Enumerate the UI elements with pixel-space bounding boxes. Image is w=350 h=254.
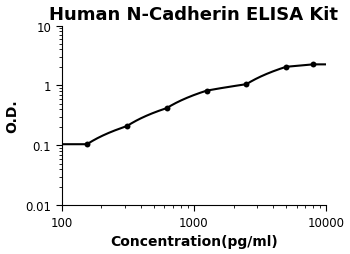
Point <box>164 107 169 111</box>
Point <box>244 83 249 87</box>
Point <box>204 89 209 93</box>
Point <box>310 63 316 67</box>
Point <box>84 142 90 147</box>
Y-axis label: O.D.: O.D. <box>6 99 20 133</box>
Point <box>284 66 289 70</box>
Point <box>124 125 130 129</box>
X-axis label: Concentration(pg/ml): Concentration(pg/ml) <box>110 234 278 248</box>
Title: Human N-Cadherin ELISA Kit: Human N-Cadherin ELISA Kit <box>49 6 338 23</box>
